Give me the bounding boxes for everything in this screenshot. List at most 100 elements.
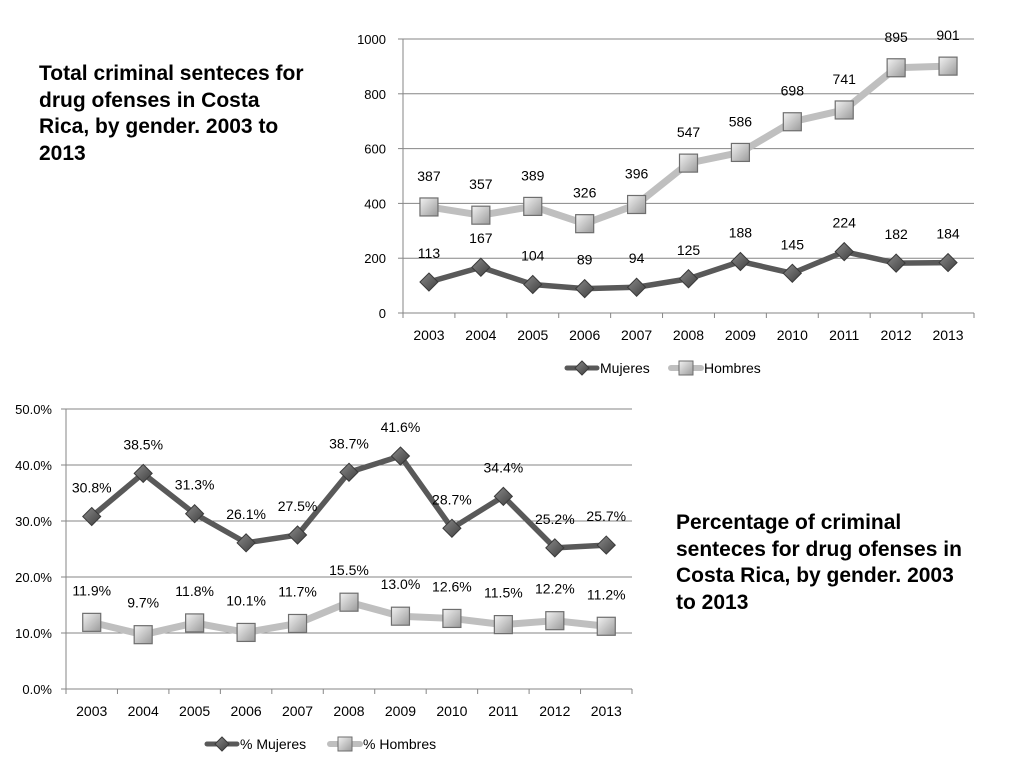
totals-y-tick-label: 200	[364, 251, 386, 266]
totals-x-tick-label: 2013	[932, 327, 963, 343]
pct-data-label: 26.1%	[226, 506, 266, 522]
totals-x-tick-label: 2010	[777, 327, 808, 343]
totals-x-tick-label: 2008	[673, 327, 704, 343]
pct-data-label: 12.6%	[432, 578, 472, 594]
pct-data-label: 11.2%	[587, 586, 626, 602]
pct-x-tick-label: 2006	[231, 703, 262, 719]
totals-marker-diamond	[419, 272, 439, 292]
pct-marker-diamond	[133, 463, 153, 484]
totals-data-label: 547	[677, 124, 701, 140]
pct-marker-square	[493, 614, 513, 635]
pct-x-tick-label: 2007	[282, 703, 313, 719]
pct-marker-diamond	[493, 486, 514, 507]
totals-marker-square	[575, 214, 595, 234]
pct-data-label: 11.7%	[278, 583, 317, 599]
totals-data-label: 182	[884, 226, 908, 242]
totals-marker-diamond	[626, 277, 647, 297]
pct-marker-square	[185, 613, 205, 633]
totals-data-label: 113	[418, 245, 441, 261]
pct-y-tick-label: 50.0%	[15, 402, 52, 417]
totals-marker-diamond	[886, 253, 906, 273]
totals-data-label: 357	[469, 176, 493, 192]
pct-data-label: 30.8%	[72, 480, 112, 496]
pct-data-label: 38.5%	[123, 436, 163, 452]
totals-y-tick-label: 600	[364, 142, 386, 157]
pct-x-tick-label: 2008	[333, 703, 364, 719]
pct-y-tick-label: 30.0%	[15, 514, 52, 529]
pct-x-tick-label: 2009	[385, 703, 416, 719]
pct-data-label: 31.3%	[175, 477, 215, 493]
pct-data-label: 41.6%	[381, 419, 421, 435]
pct-marker-square	[545, 611, 565, 631]
totals-marker-diamond	[730, 251, 751, 272]
pct-x-tick-label: 2010	[436, 703, 467, 719]
totals-legend-marker-diamond	[574, 360, 590, 376]
totals-marker-diamond	[938, 252, 958, 273]
pct-data-label: 25.2%	[535, 511, 575, 527]
pct-marker-diamond	[184, 504, 205, 524]
totals-x-tick-label: 2004	[465, 327, 496, 343]
pct-marker-diamond	[82, 506, 102, 527]
totals-data-label: 326	[573, 185, 597, 201]
pct-data-label: 15.5%	[329, 562, 369, 578]
pct-legend-label: % Mujeres	[240, 736, 306, 752]
totals-x-tick-label: 2003	[413, 327, 444, 343]
totals-series-line-hombres	[425, 62, 952, 228]
totals-x-tick-label: 2012	[881, 327, 912, 343]
pct-y-tick-label: 20.0%	[15, 570, 52, 585]
pct-data-label: 9.7%	[127, 595, 159, 611]
pct-marker-diamond	[339, 462, 359, 482]
totals-y-tick-label: 1000	[357, 32, 386, 47]
pct-y-tick-label: 10.0%	[15, 626, 52, 641]
totals-x-tick-label: 2011	[829, 327, 859, 343]
totals-data-label: 396	[625, 165, 649, 181]
pct-legend-marker-diamond	[214, 736, 230, 752]
totals-marker-diamond	[574, 278, 595, 299]
totals-data-label: 184	[936, 226, 960, 242]
pct-marker-square	[236, 622, 256, 643]
pct-data-label: 38.7%	[329, 435, 369, 451]
pct-marker-square	[133, 625, 153, 645]
totals-marker-square	[678, 153, 699, 173]
pct-y-tick-label: 40.0%	[15, 458, 52, 473]
pct-marker-square	[442, 608, 462, 629]
pct-marker-diamond	[287, 525, 308, 545]
pct-data-label: 27.5%	[278, 498, 318, 514]
totals-marker-square	[419, 197, 439, 217]
totals-data-label: 104	[521, 248, 545, 264]
totals-legend-label: Hombres	[704, 360, 761, 376]
totals-data-label: 89	[577, 252, 593, 268]
pct-y-tick-label: 0.0%	[22, 682, 52, 697]
chart-title-percentages: Percentage of criminal senteces for drug…	[676, 511, 962, 614]
totals-x-tick-label: 2006	[569, 327, 600, 343]
chart-title-totals: Total criminal senteces for drug ofenses…	[39, 62, 304, 165]
totals-y-tick-label: 400	[364, 196, 386, 211]
pct-marker-diamond	[390, 446, 411, 466]
totals-data-label: 94	[629, 250, 645, 266]
totals-legend-marker-square	[678, 360, 694, 376]
totals-data-label: 698	[781, 83, 805, 99]
pct-marker-diamond	[596, 535, 616, 555]
totals-marker-diamond	[471, 257, 491, 277]
totals-data-label: 586	[729, 113, 753, 129]
totals-data-label: 389	[521, 167, 545, 183]
totals-marker-diamond	[782, 263, 803, 283]
pct-data-label: 11.8%	[175, 583, 214, 599]
pct-x-tick-label: 2012	[539, 703, 570, 719]
totals-marker-square	[886, 58, 906, 78]
totals-legend-label: Mujeres	[600, 360, 650, 376]
pct-data-label: 10.1%	[226, 592, 266, 608]
pct-marker-square	[596, 616, 616, 636]
pct-x-tick-label: 2004	[128, 703, 159, 719]
pct-marker-square	[390, 606, 411, 626]
totals-marker-diamond	[678, 269, 699, 289]
pct-data-label: 11.9%	[72, 582, 111, 598]
totals-x-tick-label: 2007	[621, 327, 652, 343]
totals-marker-diamond	[523, 274, 543, 295]
pct-x-tick-label: 2013	[591, 703, 622, 719]
totals-marker-square	[730, 142, 751, 163]
pct-x-tick-label: 2003	[76, 703, 107, 719]
totals-marker-square	[938, 56, 958, 76]
totals-marker-square	[834, 100, 854, 120]
